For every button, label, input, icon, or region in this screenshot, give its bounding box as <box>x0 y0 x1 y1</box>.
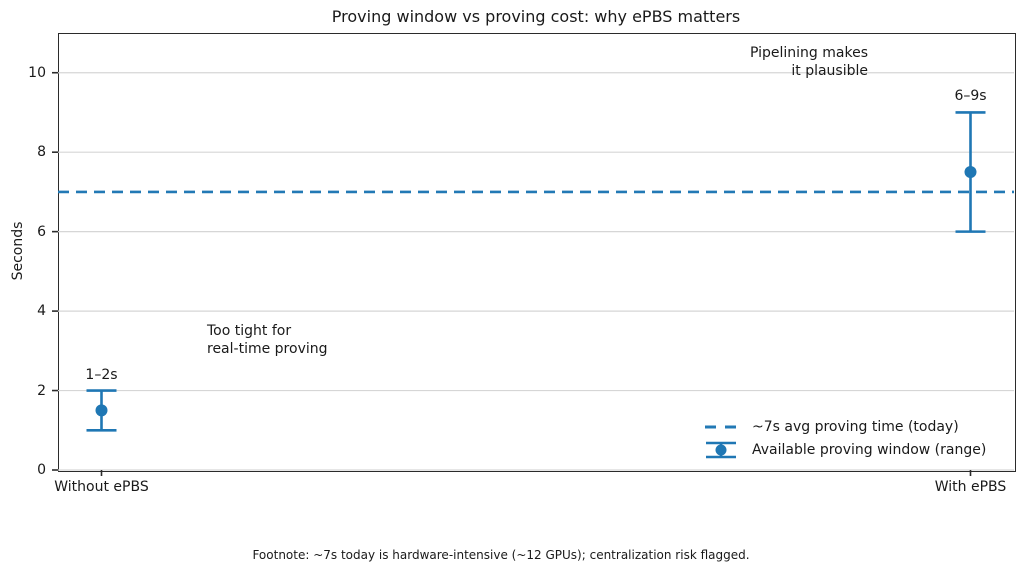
annotation-line: Pipelining makes <box>749 45 868 61</box>
legend: ~7s avg proving time (today) Available p… <box>703 415 986 461</box>
annotation-too-tight: Too tight for real-time proving <box>207 322 328 358</box>
y-tick-label: 10 <box>28 64 46 81</box>
legend-label-reference: ~7s avg proving time (today) <box>752 418 959 435</box>
legend-dashed-line-swatch <box>705 425 739 428</box>
annotation-line: real-time proving <box>207 341 328 357</box>
legend-item-errorbar: Available proving window (range) <box>703 438 986 461</box>
legend-label-errorbar: Available proving window (range) <box>752 441 987 458</box>
legend-item-reference: ~7s avg proving time (today) <box>703 415 986 438</box>
y-tick-label: 0 <box>37 462 46 478</box>
legend-errorbar-swatch <box>706 441 736 458</box>
annotation-line: it plausible <box>791 63 868 79</box>
y-tick-label: 4 <box>37 303 46 320</box>
point-range-label: 1–2s <box>85 366 118 383</box>
y-tick-label: 6 <box>37 223 46 240</box>
x-tick-label: Without ePBS <box>54 479 149 495</box>
y-tick-label: 2 <box>37 382 46 399</box>
x-tick-label: With ePBS <box>934 479 1007 495</box>
errorbar-marker <box>964 166 977 179</box>
y-tick-label: 8 <box>37 144 46 161</box>
annotation-line: Too tight for <box>207 323 292 339</box>
chart-title: Proving window vs proving cost: why ePBS… <box>331 7 741 26</box>
footnote: Footnote: ~7s today is hardware-intensiv… <box>252 548 750 562</box>
plot-area <box>52 71 1014 476</box>
point-range-label: 6–9s <box>954 88 987 105</box>
errorbar-marker <box>95 404 108 417</box>
annotation-pipelining: Pipelining makes it plausible <box>750 44 868 80</box>
